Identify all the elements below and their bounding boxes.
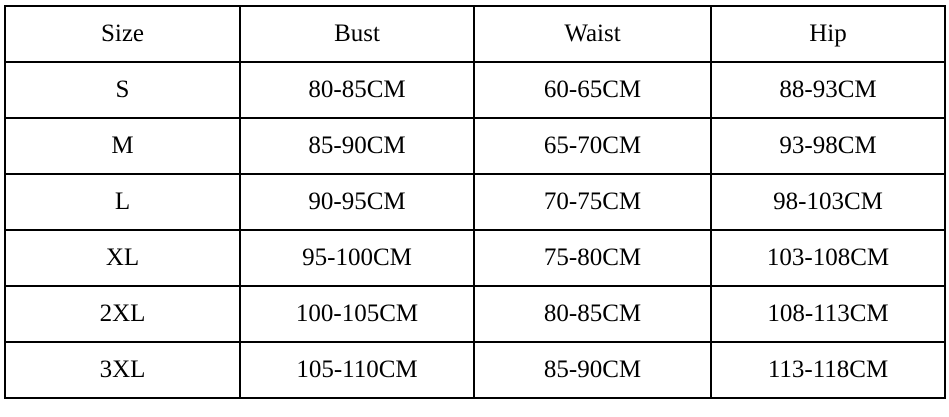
cell-size: S <box>4 61 241 119</box>
table-row: S 80-85CM 60-65CM 88-93CM <box>4 61 946 119</box>
cell-bust: 85-90CM <box>239 117 475 175</box>
cell-size: L <box>4 173 241 231</box>
cell-hip: 98-103CM <box>710 173 946 231</box>
cell-size: 2XL <box>4 285 241 343</box>
header-bust: Bust <box>239 5 475 63</box>
cell-size: XL <box>4 229 241 287</box>
table-row: XL 95-100CM 75-80CM 103-108CM <box>4 229 946 287</box>
header-size: Size <box>4 5 241 63</box>
cell-hip: 93-98CM <box>710 117 946 175</box>
cell-waist: 85-90CM <box>473 341 712 399</box>
cell-waist: 75-80CM <box>473 229 712 287</box>
cell-bust: 90-95CM <box>239 173 475 231</box>
cell-hip: 108-113CM <box>710 285 946 343</box>
table-row: 3XL 105-110CM 85-90CM 113-118CM <box>4 341 946 399</box>
cell-hip: 103-108CM <box>710 229 946 287</box>
cell-bust: 105-110CM <box>239 341 475 399</box>
cell-bust: 95-100CM <box>239 229 475 287</box>
size-chart-body: Size Bust Waist Hip S 80-85CM 60-65CM 88-93… <box>4 5 946 399</box>
cell-waist: 70-75CM <box>473 173 712 231</box>
table-row: L 90-95CM 70-75CM 98-103CM <box>4 173 946 231</box>
cell-waist: 60-65CM <box>473 61 712 119</box>
cell-hip: 88-93CM <box>710 61 946 119</box>
header-waist: Waist <box>473 5 712 63</box>
cell-waist: 65-70CM <box>473 117 712 175</box>
header-hip: Hip <box>710 5 946 63</box>
cell-hip: 113-118CM <box>710 341 946 399</box>
cell-waist: 80-85CM <box>473 285 712 343</box>
cell-bust: 80-85CM <box>239 61 475 119</box>
header-row: Size Bust Waist Hip <box>4 5 946 63</box>
cell-size: M <box>4 117 241 175</box>
table-row: 2XL 100-105CM 80-85CM 108-113CM <box>4 285 946 343</box>
cell-bust: 100-105CM <box>239 285 475 343</box>
table-row: M 85-90CM 65-70CM 93-98CM <box>4 117 946 175</box>
cell-size: 3XL <box>4 341 241 399</box>
size-chart-table: Size Bust Waist Hip S 80-85CM 60-65CM 88-93… <box>4 5 946 399</box>
